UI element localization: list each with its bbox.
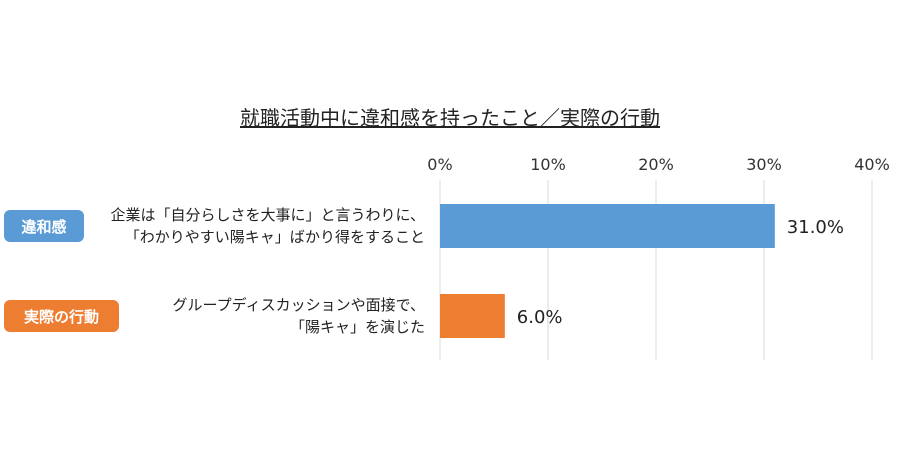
category-label-line: グループディスカッションや面接で、 [173, 296, 425, 314]
axis-tick-labels: 0% 10% 20% 30% 40% [427, 155, 889, 174]
data-label: 6.0% [517, 307, 563, 328]
category-badge [4, 300, 119, 332]
category-label-line: 企業は「自分らしさを大事に」と言うわりに、 [110, 206, 425, 224]
data-label: 31.0% [787, 217, 844, 238]
category-badge [4, 210, 84, 242]
tick-label: 0% [427, 155, 452, 174]
category-labels: 企業は「自分らしさを大事に」と言うわりに、「わかりやすい陽キャ」ばかり得をするこ… [4, 206, 425, 336]
chart-title: 就職活動中に違和感を持ったこと／実際の行動 [240, 106, 660, 130]
tick-label: 30% [746, 155, 782, 174]
bars: 31.0% 6.0% [440, 204, 844, 338]
category-label-line: 「陽キャ」を演じた [290, 318, 425, 336]
bar [440, 294, 505, 338]
category-badge-label: 違和感 [21, 218, 66, 236]
tick-label: 10% [530, 155, 566, 174]
category-badge-label: 実際の行動 [24, 308, 99, 326]
tick-label: 20% [638, 155, 674, 174]
tick-label: 40% [854, 155, 890, 174]
bar [440, 204, 775, 248]
category-label-line: 「わかりやすい陽キャ」ばかり得をすること [125, 228, 425, 246]
